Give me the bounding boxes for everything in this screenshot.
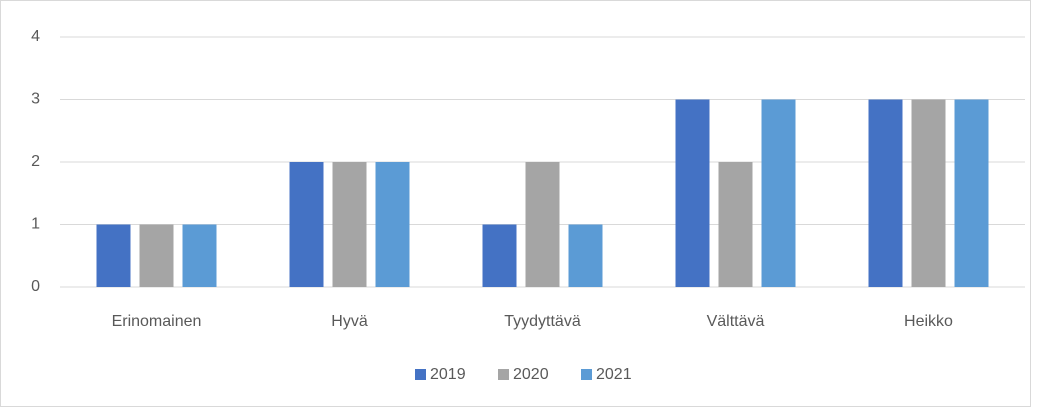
x-tick-label: Välttävä <box>707 313 765 330</box>
chart-border <box>0 0 1031 407</box>
legend-label: 2020 <box>513 366 549 383</box>
bar <box>289 162 324 287</box>
y-tick-label: 2 <box>31 153 40 170</box>
bar <box>525 162 560 287</box>
legend-swatch <box>581 369 592 380</box>
bar <box>182 224 217 287</box>
legend-swatch <box>415 369 426 380</box>
x-tick-label: Hyvä <box>331 313 368 330</box>
bar <box>96 224 131 287</box>
bar <box>139 224 174 287</box>
x-tick-label: Tyydyttävä <box>504 313 581 330</box>
bar <box>375 162 410 287</box>
x-tick-label: Heikko <box>904 313 953 330</box>
bar <box>761 99 796 287</box>
bar <box>718 162 753 287</box>
legend-swatch <box>498 369 509 380</box>
bar <box>482 224 517 287</box>
y-tick-label: 3 <box>31 91 40 108</box>
y-tick-label: 1 <box>31 216 40 233</box>
bar <box>954 99 989 287</box>
legend-label: 2019 <box>430 366 466 383</box>
bar <box>675 99 710 287</box>
x-tick-label: Erinomainen <box>112 313 202 330</box>
bar <box>868 99 903 287</box>
bar <box>911 99 946 287</box>
y-tick-label: 4 <box>31 28 40 45</box>
bar <box>332 162 367 287</box>
bar <box>568 224 603 287</box>
legend-label: 2021 <box>596 366 632 383</box>
y-tick-label: 0 <box>31 278 40 295</box>
